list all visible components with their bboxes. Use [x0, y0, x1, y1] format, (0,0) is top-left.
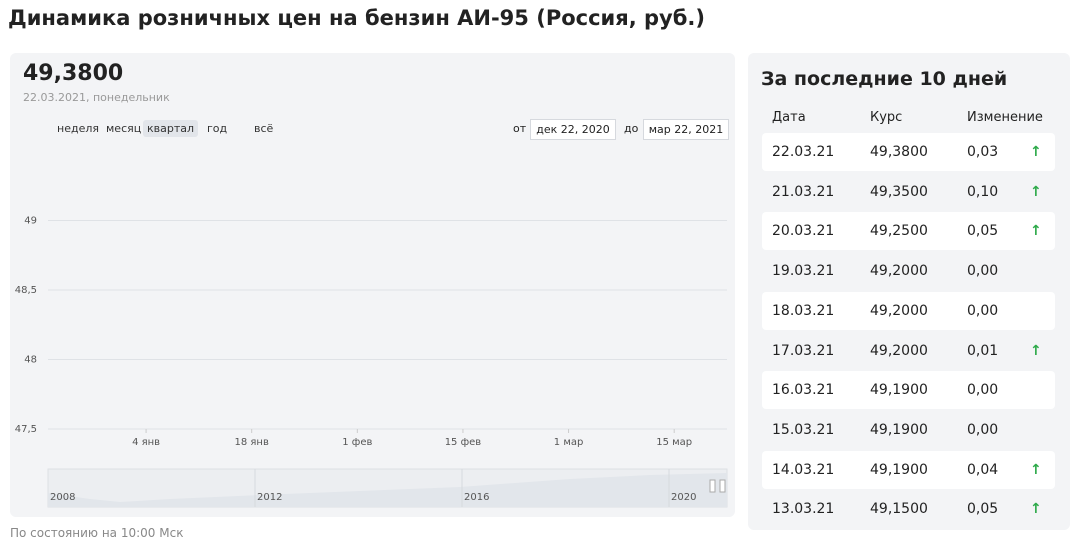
table-cell: 0,05	[967, 223, 999, 240]
from-input[interactable]: дек 22, 2020	[530, 119, 616, 140]
table-cell: 21.03.21	[772, 183, 835, 200]
navigator-label: 2016	[464, 492, 489, 503]
to-input[interactable]: мар 22, 2021	[643, 119, 729, 140]
table-cell: 17.03.21	[772, 342, 835, 359]
period-button[interactable]: всё	[254, 122, 274, 135]
table-cell: 49,3800	[870, 144, 928, 160]
table-cell: 49,2000	[870, 263, 928, 280]
table-cell: 49,2000	[870, 302, 928, 319]
x-tick-label: 1 мар	[554, 437, 584, 448]
table-cell: 0,00	[967, 263, 999, 280]
table-cell: 49,1900	[870, 421, 928, 438]
table-cell: 13.03.21	[772, 501, 835, 518]
trend-arrow: ↑	[1030, 144, 1042, 160]
table-cell: 22.03.21	[772, 144, 835, 160]
column-header: Дата	[772, 110, 806, 125]
table-row: 17.03.21 49,2000 0,01 ↑	[762, 332, 1055, 370]
trend-arrow: ↑	[1030, 501, 1042, 518]
y-tick-label: 48	[24, 355, 37, 366]
navigator-label: 2012	[257, 492, 282, 503]
table-row: 16.03.21 49,1900 0,00	[762, 371, 1055, 410]
current-value: 49,3800	[23, 61, 124, 86]
chart: 47,5 48 48,5 49 4 янв 18 янв 1 фев 15 фев 1 мар 1…	[15, 216, 728, 508]
x-tick-label: 4 янв	[132, 437, 160, 448]
y-tick-label: 48,5	[15, 285, 37, 296]
table-cell: 0,05	[967, 501, 999, 518]
table-cell: 0,03	[967, 144, 999, 160]
table-row: 22.03.21 49,3800 0,03 ↑	[762, 133, 1055, 171]
x-tick-label: 1 фев	[342, 437, 372, 448]
navigator-handle[interactable]	[709, 479, 716, 493]
trend-arrow: ↑	[1030, 183, 1042, 200]
table-cell: 49,3500	[870, 183, 928, 200]
y-tick-label: 47,5	[15, 424, 37, 435]
to-label: до	[624, 122, 639, 135]
table-cell: 16.03.21	[772, 382, 835, 399]
column-header: Изменение	[967, 110, 1043, 125]
table-cell: 15.03.21	[772, 421, 835, 438]
table-cell: 49,1900	[870, 461, 928, 478]
table-row: 13.03.21 49,1500 0,05 ↑	[762, 490, 1055, 528]
period-button[interactable]: год	[207, 122, 228, 135]
from-label: от	[513, 122, 527, 135]
period-button[interactable]: неделя	[57, 122, 99, 135]
table-cell: 0,10	[967, 183, 999, 200]
footer: По состоянию на 10:00 Мск	[10, 526, 184, 540]
table-cell: 18.03.21	[772, 302, 835, 319]
current-date: 22.03.2021, понедельник	[23, 91, 170, 104]
table-title: За последние 10 дней	[761, 68, 1008, 90]
x-tick-label: 15 фев	[445, 437, 482, 448]
trend-arrow: ↑	[1030, 223, 1042, 240]
table-cell: 0,00	[967, 421, 999, 438]
table-row: 21.03.21 49,3500 0,10 ↑	[762, 173, 1055, 211]
table-cell: 0,00	[967, 302, 999, 319]
table-cell: 0,01	[967, 342, 999, 359]
navigator-area	[48, 473, 727, 507]
table-row: 20.03.21 49,2500 0,05 ↑	[762, 212, 1055, 251]
navigator-label: 2020	[671, 492, 696, 503]
x-tick-label: 18 янв	[235, 437, 269, 448]
table-panel: За последние 10 дней Дата Курс Изменение 22…	[748, 53, 1070, 530]
table-row: 19.03.21 49,2000 0,00	[762, 252, 1055, 290]
table-cell: 0,00	[967, 382, 999, 399]
table-cell: 49,1500	[870, 501, 928, 518]
page-title: Динамика розничных цен на бензин АИ-95 (…	[8, 6, 705, 30]
table-cell: 49,1900	[870, 382, 928, 399]
table-row: 18.03.21 49,2000 0,00	[762, 291, 1055, 330]
navigator-label: 2008	[50, 492, 75, 503]
table-row: 14.03.21 49,1900 0,04 ↑	[762, 450, 1055, 489]
table-row: 15.03.21 49,1900 0,00	[762, 411, 1055, 449]
navigator-handle[interactable]	[719, 479, 726, 493]
trend-arrow: ↑	[1030, 461, 1042, 478]
y-tick-label: 49	[24, 216, 37, 227]
period-button[interactable]: месяц	[106, 122, 142, 135]
chart-panel: 49,3800 22.03.2021, понедельник неделя ме…	[10, 53, 735, 517]
table-cell: 0,04	[967, 461, 999, 478]
period-button[interactable]: квартал	[143, 120, 199, 137]
table-cell: 19.03.21	[772, 263, 835, 280]
x-tick-label: 15 мар	[656, 437, 692, 448]
table-cell: 14.03.21	[772, 461, 835, 478]
column-header: Курс	[870, 110, 903, 125]
table-cell: 20.03.21	[772, 223, 835, 240]
table-cell: 49,2000	[870, 342, 928, 359]
trend-arrow: ↑	[1030, 342, 1042, 359]
table-cell: 49,2500	[870, 223, 928, 240]
